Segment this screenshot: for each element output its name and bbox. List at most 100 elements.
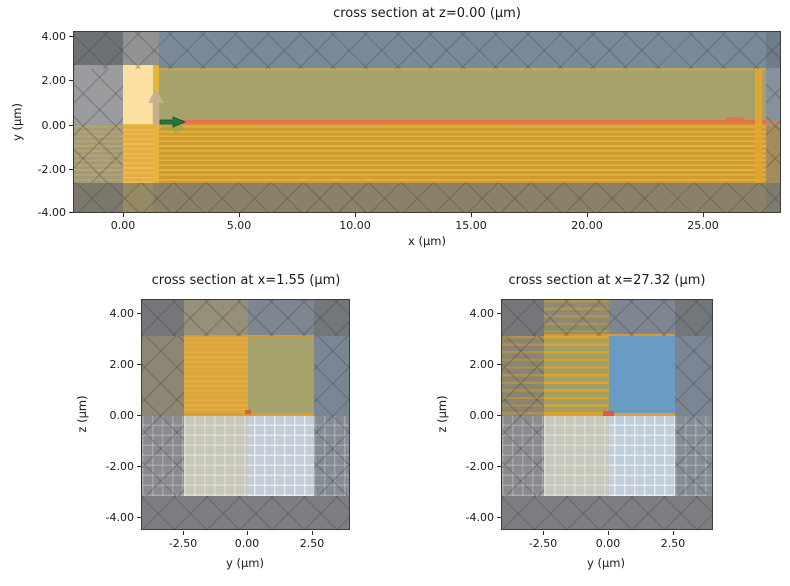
y-tick-label: -4.00 xyxy=(105,511,134,524)
pml-hatch-overlay xyxy=(142,496,349,529)
top-plot-title: cross section at z=0.00 (μm) xyxy=(333,6,521,21)
waveguide-core-region xyxy=(159,120,766,124)
y-tick-label: 4.00 xyxy=(469,307,495,320)
x-tick-label: 2.50 xyxy=(660,537,686,550)
y-tick-label: 4.00 xyxy=(41,30,67,43)
pml-region xyxy=(314,300,349,336)
oxide-warm-overlay xyxy=(544,416,609,496)
pml-region xyxy=(142,336,184,416)
interface-gold-strip xyxy=(184,413,314,416)
pml-region xyxy=(502,336,544,416)
cladding-quad xyxy=(248,337,314,413)
y-tick-label: 4.00 xyxy=(109,307,135,320)
pml-region xyxy=(142,300,184,336)
substrate-region xyxy=(159,126,766,183)
oxide-region xyxy=(544,416,675,496)
pml-hatch-overlay xyxy=(314,336,349,496)
pml-region xyxy=(123,183,153,212)
source-echo-arrow-icon xyxy=(162,123,186,133)
pml-region xyxy=(123,32,159,65)
x-axis-label: x (μm) xyxy=(408,234,446,248)
top-plot-axes xyxy=(73,31,781,213)
y-tick xyxy=(137,517,141,518)
x-tick-label: 0.00 xyxy=(595,537,621,550)
x-tick xyxy=(312,531,313,535)
y-tick xyxy=(137,466,141,467)
x-tick xyxy=(703,213,704,217)
pml-region xyxy=(74,32,123,65)
x-tick xyxy=(183,531,184,535)
x-tick xyxy=(543,531,544,535)
x-tick-label: 20.00 xyxy=(571,219,603,232)
pml-region xyxy=(502,300,544,336)
x-tick-label: 0.00 xyxy=(234,537,260,550)
cladding-slab-region xyxy=(159,70,766,120)
bottom-right-plot-axes xyxy=(501,299,713,530)
source-direction-arrow-icon xyxy=(159,116,187,128)
y-tick-label: -4.00 xyxy=(37,206,66,219)
pml-region xyxy=(184,300,248,336)
x-tick xyxy=(239,213,240,217)
quad-top-edge-line xyxy=(184,335,314,337)
x-tick xyxy=(673,531,674,535)
pml-region xyxy=(74,65,123,126)
pml-hatch-overlay xyxy=(142,336,184,496)
x-tick-label: 15.00 xyxy=(455,219,487,232)
pml-region xyxy=(248,300,314,336)
x-tick xyxy=(471,213,472,217)
pml-region xyxy=(609,300,675,336)
background-medium-region xyxy=(159,32,766,68)
oxide-region xyxy=(184,416,314,496)
pml-region xyxy=(74,126,123,183)
y-tick-label: 2.00 xyxy=(109,358,135,371)
y-tick-label: -4.00 xyxy=(465,511,494,524)
x-axis-label: y (μm) xyxy=(587,556,625,570)
y-tick-label: 0.00 xyxy=(469,409,495,422)
pml-region xyxy=(502,416,544,496)
y-tick-label: -2.00 xyxy=(105,460,134,473)
y-tick xyxy=(69,125,73,126)
pml-region xyxy=(502,496,712,529)
pml-hatch-overlay xyxy=(502,300,712,336)
pml-hatch-overlay xyxy=(142,300,349,336)
quad-top-edge-line xyxy=(544,334,675,336)
x-tick-label: -2.50 xyxy=(168,537,198,550)
polarization-arrow-icon xyxy=(148,88,164,125)
waveguide-bump xyxy=(726,117,744,121)
y-tick xyxy=(69,212,73,213)
waveguide-marker xyxy=(603,411,614,416)
waveguide-dot xyxy=(245,410,251,414)
pml-region xyxy=(74,183,123,212)
x-tick-label: 2.50 xyxy=(299,537,325,550)
x-tick xyxy=(608,531,609,535)
y-tick-label: 2.00 xyxy=(469,358,495,371)
y-axis-label: z (μm) xyxy=(435,395,449,433)
x-tick-label: 5.00 xyxy=(226,219,252,232)
y-axis-label: y (μm) xyxy=(10,103,24,141)
pml-hatch-overlay xyxy=(766,69,780,183)
x-tick-label: -2.50 xyxy=(528,537,558,550)
x-tick xyxy=(247,531,248,535)
y-tick-label: 0.00 xyxy=(109,409,135,422)
pml-region xyxy=(314,416,349,496)
y-tick xyxy=(69,169,73,170)
pml-hatch-overlay xyxy=(675,336,712,496)
oxide-warm-overlay xyxy=(184,416,248,496)
source-overlap-quad xyxy=(184,337,248,413)
y-tick xyxy=(69,80,73,81)
pml-region xyxy=(675,300,712,336)
y-tick xyxy=(137,313,141,314)
pml-hatch-overlay xyxy=(74,69,123,183)
pml-region xyxy=(142,416,184,496)
bottom-right-plot-title: cross section at x=27.32 (μm) xyxy=(508,273,706,288)
pml-region xyxy=(675,336,712,416)
pml-region xyxy=(766,68,780,120)
y-tick xyxy=(69,36,73,37)
pml-region xyxy=(766,32,780,68)
y-tick xyxy=(497,313,501,314)
y-tick xyxy=(497,517,501,518)
pml-hatch-overlay xyxy=(74,32,780,69)
y-tick xyxy=(137,415,141,416)
y-tick-label: 0.00 xyxy=(41,119,67,132)
